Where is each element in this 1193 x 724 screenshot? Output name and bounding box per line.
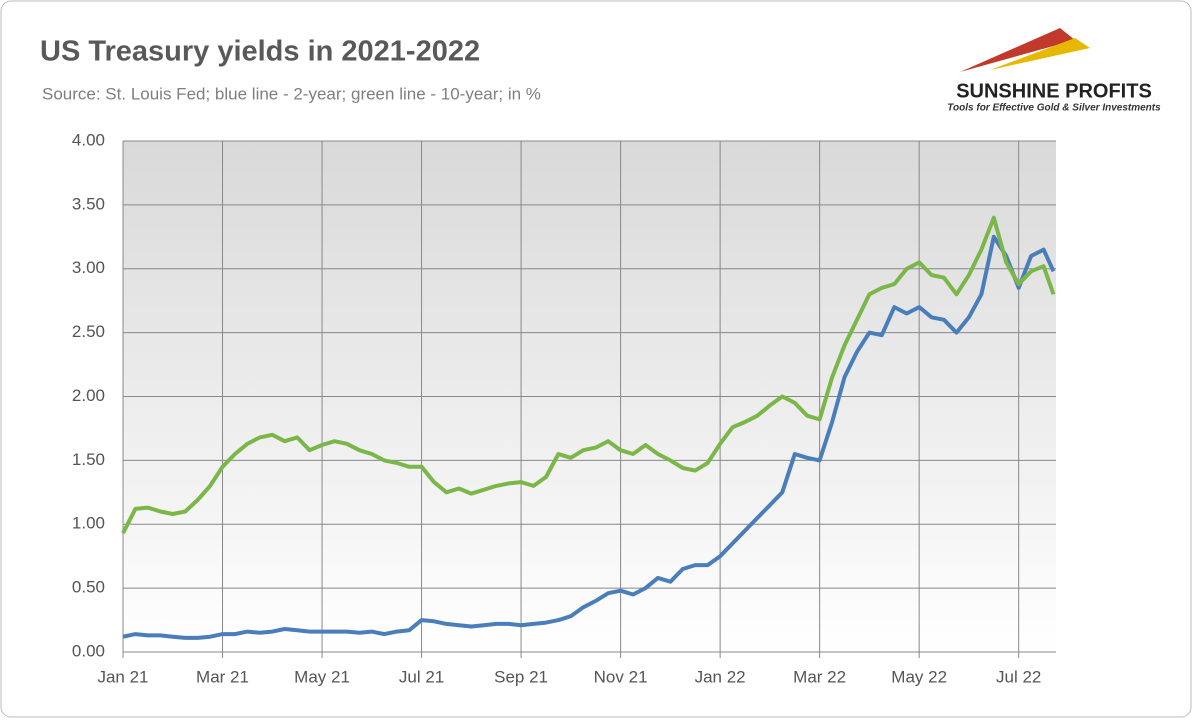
x-tick-label: Jul 21 xyxy=(399,667,444,686)
x-tick-label: Jul 22 xyxy=(996,667,1041,686)
x-tick-label: May 21 xyxy=(294,667,350,686)
series-line xyxy=(121,215,1056,535)
x-tick-label: Mar 22 xyxy=(793,667,846,686)
x-tick-label: Mar 21 xyxy=(196,667,249,686)
y-tick-label: 2.50 xyxy=(72,322,105,341)
x-tick-label: Nov 21 xyxy=(594,667,648,686)
x-tick-label: Sep 21 xyxy=(494,667,548,686)
logo: SUNSHINE PROFITS Tools for Effective Gol… xyxy=(947,28,1161,114)
x-tick-label: May 22 xyxy=(891,667,947,686)
y-tick-label: 3.50 xyxy=(72,194,105,213)
y-tick-label: 2.00 xyxy=(72,386,105,405)
logo-tagline: Tools for Effective Gold & Silver Invest… xyxy=(947,103,1161,114)
y-tick-label: 4.00 xyxy=(72,130,105,149)
series-line xyxy=(122,234,1056,640)
logo-name: SUNSHINE PROFITS xyxy=(956,80,1152,102)
y-tick-label: 0.50 xyxy=(72,578,105,597)
x-tick-label: Jan 21 xyxy=(97,667,148,686)
y-tick-label: 0.00 xyxy=(72,641,105,660)
y-tick-label: 3.00 xyxy=(72,258,105,277)
chart-title: US Treasury yields in 2021-2022 xyxy=(40,36,480,68)
chart-subtitle: Source: St. Louis Fed; blue line - 2-yea… xyxy=(42,84,541,103)
logo-ray xyxy=(960,28,1075,72)
y-tick-label: 1.50 xyxy=(72,450,105,469)
x-tick-label: Jan 22 xyxy=(695,667,746,686)
y-tick-label: 1.00 xyxy=(72,514,105,533)
logo-ray xyxy=(990,38,1090,70)
